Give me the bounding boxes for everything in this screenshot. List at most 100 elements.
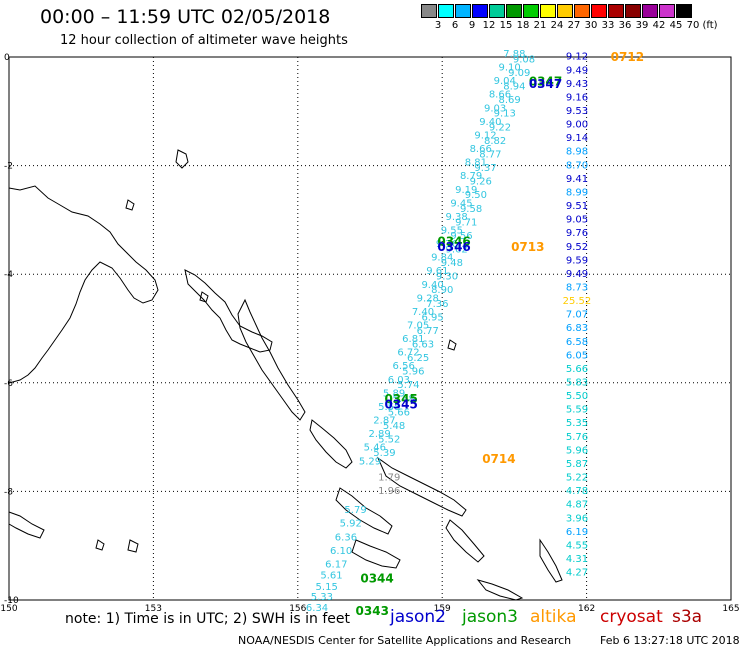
- wave-height-value: 1.96: [378, 486, 400, 497]
- pass-time-label: 0345: [384, 398, 417, 412]
- wave-height-value: 9.13: [494, 109, 516, 120]
- wave-height-value: 5.76: [566, 432, 588, 443]
- pass-time-label: 0346: [437, 240, 470, 254]
- pass-time-label: 0347: [529, 77, 562, 91]
- x-tick-label: 156: [289, 604, 306, 614]
- scale-swatch: [540, 4, 556, 18]
- wave-height-value: 6.83: [566, 323, 588, 334]
- wave-height-value: 4.31: [566, 554, 588, 565]
- wave-height-value: 5.48: [383, 421, 405, 432]
- wave-height-value: 9.43: [566, 79, 588, 90]
- scale-label: 27: [567, 20, 581, 31]
- wave-height-value: 9.03: [484, 103, 506, 114]
- wave-height-value: 6.95: [421, 312, 443, 323]
- wave-height-value: 5.39: [373, 448, 395, 459]
- wave-height-value: 9.53: [566, 106, 588, 117]
- scale-label: 9: [468, 20, 476, 31]
- wave-height-value: 5.74: [397, 380, 419, 391]
- wave-height-value: 5.52: [378, 435, 400, 446]
- generated-timestamp: Feb 6 13:27:18 UTC 2018: [600, 634, 740, 647]
- wave-height-value: 9.08: [513, 54, 535, 65]
- scale-swatch: [591, 4, 607, 18]
- scale-swatch: [472, 4, 488, 18]
- coastline-new-guinea: [8, 185, 159, 384]
- wave-height-value: 9.76: [436, 239, 458, 250]
- scale-label: 3: [434, 20, 442, 31]
- wave-height-value: 5.33: [311, 592, 333, 603]
- scale-label: 45: [669, 20, 683, 31]
- x-tick-label: 165: [722, 604, 739, 614]
- wave-height-value: 9.22: [489, 122, 511, 133]
- pass-time-label: 0347: [529, 74, 562, 88]
- scale-swatch: [455, 4, 471, 18]
- scale-label: 39: [635, 20, 649, 31]
- wave-height-value: 9.14: [566, 133, 588, 144]
- wave-height-value: 5.79: [344, 505, 366, 516]
- credit-line: NOAA/NESDIS Center for Satellite Applica…: [238, 634, 572, 647]
- wave-height-value: 2.87: [373, 416, 395, 427]
- wave-height-value: 7.88: [503, 49, 525, 60]
- x-tick-label: 162: [578, 604, 595, 614]
- wave-height-value: 9.45: [450, 198, 472, 209]
- wave-height-value: 5.15: [316, 582, 338, 593]
- y-tick-label: -6: [4, 379, 13, 389]
- wave-height-value: 5.46: [364, 443, 386, 454]
- legend-jason3: jason3: [462, 607, 518, 627]
- pass-time-label: 0345: [384, 392, 417, 406]
- wave-height-value: 9.84: [431, 253, 453, 264]
- wave-height-value: 6.19: [566, 527, 588, 538]
- wave-height-value: 9.76: [566, 228, 588, 239]
- map-title: 00:00 – 11:59 UTC 02/05/2018: [40, 6, 331, 28]
- wave-height-value: 9.37: [474, 163, 496, 174]
- wave-height-value: 9.52: [566, 242, 588, 253]
- wave-height-value: 9.50: [465, 190, 487, 201]
- footnote: note: 1) Time is in UTC; 2) SWH is in fe…: [65, 611, 351, 627]
- coastline-bougainville: [309, 419, 353, 469]
- map-subtitle: 12 hour collection of altimeter wave hei…: [60, 33, 348, 48]
- wave-height-value: 5.22: [566, 473, 588, 484]
- wave-height-value: 5.83: [566, 378, 588, 389]
- wave-height-value: 9.09: [508, 68, 530, 79]
- wave-height-value: 8.66: [470, 144, 492, 155]
- wave-height-value: 6.58: [566, 337, 588, 348]
- wave-height-value: 4.78: [566, 486, 588, 497]
- coastlines: [8, 149, 563, 601]
- wave-height-value: 6.56: [393, 361, 415, 372]
- scale-label: 30: [584, 20, 598, 31]
- coastline-islands-west: [8, 511, 45, 539]
- wave-height-value: 7.07: [566, 310, 588, 321]
- coastline-new-ireland: [237, 298, 306, 421]
- wave-height-value: 9.61: [426, 266, 448, 277]
- wave-height-value: 9.05: [566, 215, 588, 226]
- scale-swatch: [642, 4, 658, 18]
- wave-height-value: 9.49: [566, 65, 588, 76]
- coastline-islet-4: [95, 539, 105, 551]
- wave-height-value: 9.26: [470, 177, 492, 188]
- scale-label: 33: [601, 20, 615, 31]
- scale-swatch: [625, 4, 641, 18]
- wave-height-value: 9.49: [566, 269, 588, 280]
- x-tick-label: 153: [145, 604, 162, 614]
- scale-swatch: [659, 4, 675, 18]
- wave-height-value: 8.70: [566, 160, 588, 171]
- scale-swatch: [489, 4, 505, 18]
- wave-height-value: 5.50: [566, 391, 588, 402]
- legend-s3a: s3a: [672, 607, 703, 627]
- scale-swatch: [523, 4, 539, 18]
- wave-height-value: 8.94: [503, 82, 525, 93]
- wave-height-value: 6.81: [402, 334, 424, 345]
- wave-height-value: 8.79: [460, 171, 482, 182]
- wave-height-value: 5.35: [566, 418, 588, 429]
- coastline-malaita: [445, 519, 485, 563]
- wave-height-value: 6.10: [330, 546, 352, 557]
- scale-swatch: [676, 4, 692, 18]
- wave-height-value: 7.05: [407, 321, 429, 332]
- wave-height-value: 5.87: [566, 459, 588, 470]
- coastline-islet-5: [127, 539, 139, 553]
- wave-height-value: 9.40: [479, 117, 501, 128]
- scale-label: 42: [652, 20, 666, 31]
- coastline-makira: [476, 579, 524, 601]
- wave-height-value: 8.69: [498, 95, 520, 106]
- wave-height-value: 5.92: [340, 519, 362, 530]
